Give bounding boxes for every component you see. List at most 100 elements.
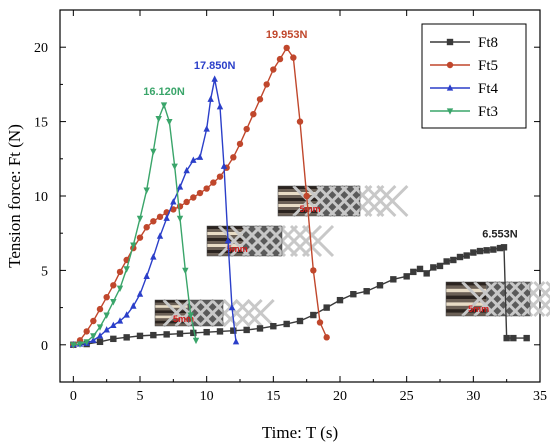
- data-point: [470, 249, 477, 256]
- data-point: [446, 61, 454, 69]
- data-point: [163, 331, 170, 338]
- data-point: [303, 192, 310, 200]
- data-point: [283, 44, 290, 52]
- data-point: [216, 102, 224, 110]
- inset-border: [206, 225, 283, 257]
- data-point: [216, 328, 224, 335]
- inset-mesh-line: [289, 224, 323, 258]
- inset-photo-4: 5mm: [445, 280, 550, 318]
- x-axis-title: Time: T (s): [262, 423, 338, 442]
- inset-fiber-stripe: [155, 300, 188, 303]
- data-point: [210, 179, 217, 186]
- data-point: [150, 253, 157, 260]
- data-point: [496, 244, 504, 252]
- x-tick-label: 25: [400, 389, 414, 404]
- data-point: [123, 334, 130, 341]
- data-point: [96, 305, 104, 313]
- data-point: [436, 262, 444, 270]
- data-point: [310, 311, 317, 319]
- inset-mesh-line: [229, 224, 263, 258]
- data-point: [76, 341, 84, 348]
- data-point: [450, 256, 457, 264]
- y-tick-label: 5: [41, 264, 48, 279]
- inset-fiber-stripe: [207, 238, 243, 241]
- data-point: [203, 125, 210, 132]
- data-point: [103, 312, 110, 319]
- inset-mesh-line: [364, 184, 397, 218]
- inset-fiber-stripe: [155, 320, 188, 324]
- x-tick-label: 5: [137, 389, 144, 404]
- data-point: [143, 272, 150, 279]
- data-point: [116, 317, 124, 324]
- legend: Ft8 Ft5 Ft4 Ft3: [421, 23, 527, 129]
- data-point: [232, 338, 240, 345]
- series-ft8: [70, 244, 530, 348]
- data-point: [196, 189, 204, 197]
- data-point: [150, 331, 157, 339]
- data-point: [243, 326, 250, 334]
- data-point: [476, 247, 484, 255]
- data-point: [323, 304, 330, 311]
- data-point: [224, 236, 232, 244]
- series-layer: [70, 44, 530, 349]
- inset-mesh-line: [241, 224, 275, 258]
- data-point: [207, 95, 214, 102]
- inset-mesh-line: [253, 224, 287, 258]
- inset-fiber-stripe: [278, 186, 318, 189]
- legend-label: Ft4: [478, 81, 499, 97]
- data-point: [250, 110, 257, 118]
- inset-fiber-stripe: [278, 204, 318, 207]
- series-ft3: [70, 102, 200, 349]
- data-point: [103, 326, 110, 333]
- data-point: [150, 218, 157, 225]
- data-point: [170, 198, 177, 205]
- inset-fiber-stripe: [446, 295, 487, 299]
- y-tick-label: 0: [41, 339, 48, 354]
- data-point: [350, 291, 357, 298]
- data-point: [83, 328, 90, 335]
- inset-mesh-line: [376, 184, 409, 218]
- inset-border: [445, 281, 531, 317]
- data-point: [490, 246, 497, 253]
- data-point: [176, 330, 184, 337]
- data-point: [228, 303, 236, 311]
- data-point: [523, 334, 530, 342]
- x-tick-label: 30: [466, 389, 480, 404]
- data-point: [187, 312, 194, 319]
- data-point: [446, 38, 454, 46]
- data-point: [510, 334, 517, 342]
- inset-mesh-line: [304, 184, 337, 218]
- data-point: [296, 317, 304, 325]
- inset-fiber-stripe: [207, 244, 243, 247]
- data-point: [90, 317, 97, 325]
- inset-fiber-stripe: [446, 282, 487, 286]
- inset-mesh-line: [198, 298, 227, 328]
- inset-scale-label: 5mm: [173, 314, 194, 324]
- inset-border: [277, 185, 361, 217]
- data-point: [456, 253, 464, 261]
- data-point: [211, 75, 218, 82]
- inset-mesh-line: [210, 298, 239, 328]
- inset-mesh-line: [222, 298, 251, 328]
- inset-scale-label: 5mm: [227, 244, 248, 254]
- data-point: [276, 55, 284, 63]
- data-point: [70, 342, 77, 349]
- data-point: [230, 327, 237, 334]
- peak-label: 19.953N: [266, 29, 308, 41]
- data-point: [403, 273, 410, 280]
- peak-label: 6.553N: [482, 228, 518, 240]
- data-point: [96, 338, 104, 346]
- data-point: [410, 268, 417, 276]
- data-point: [130, 302, 137, 309]
- data-point: [296, 118, 304, 125]
- data-point: [256, 96, 264, 103]
- inset-mesh-line: [533, 280, 550, 300]
- data-point: [256, 325, 264, 332]
- data-point: [390, 276, 397, 283]
- inset-fiber-stripe: [446, 288, 487, 293]
- data-point: [203, 328, 210, 336]
- y-tick-label: 20: [34, 41, 48, 56]
- data-point: [283, 320, 290, 328]
- data-point: [183, 166, 190, 174]
- inset-mesh-line: [328, 184, 361, 218]
